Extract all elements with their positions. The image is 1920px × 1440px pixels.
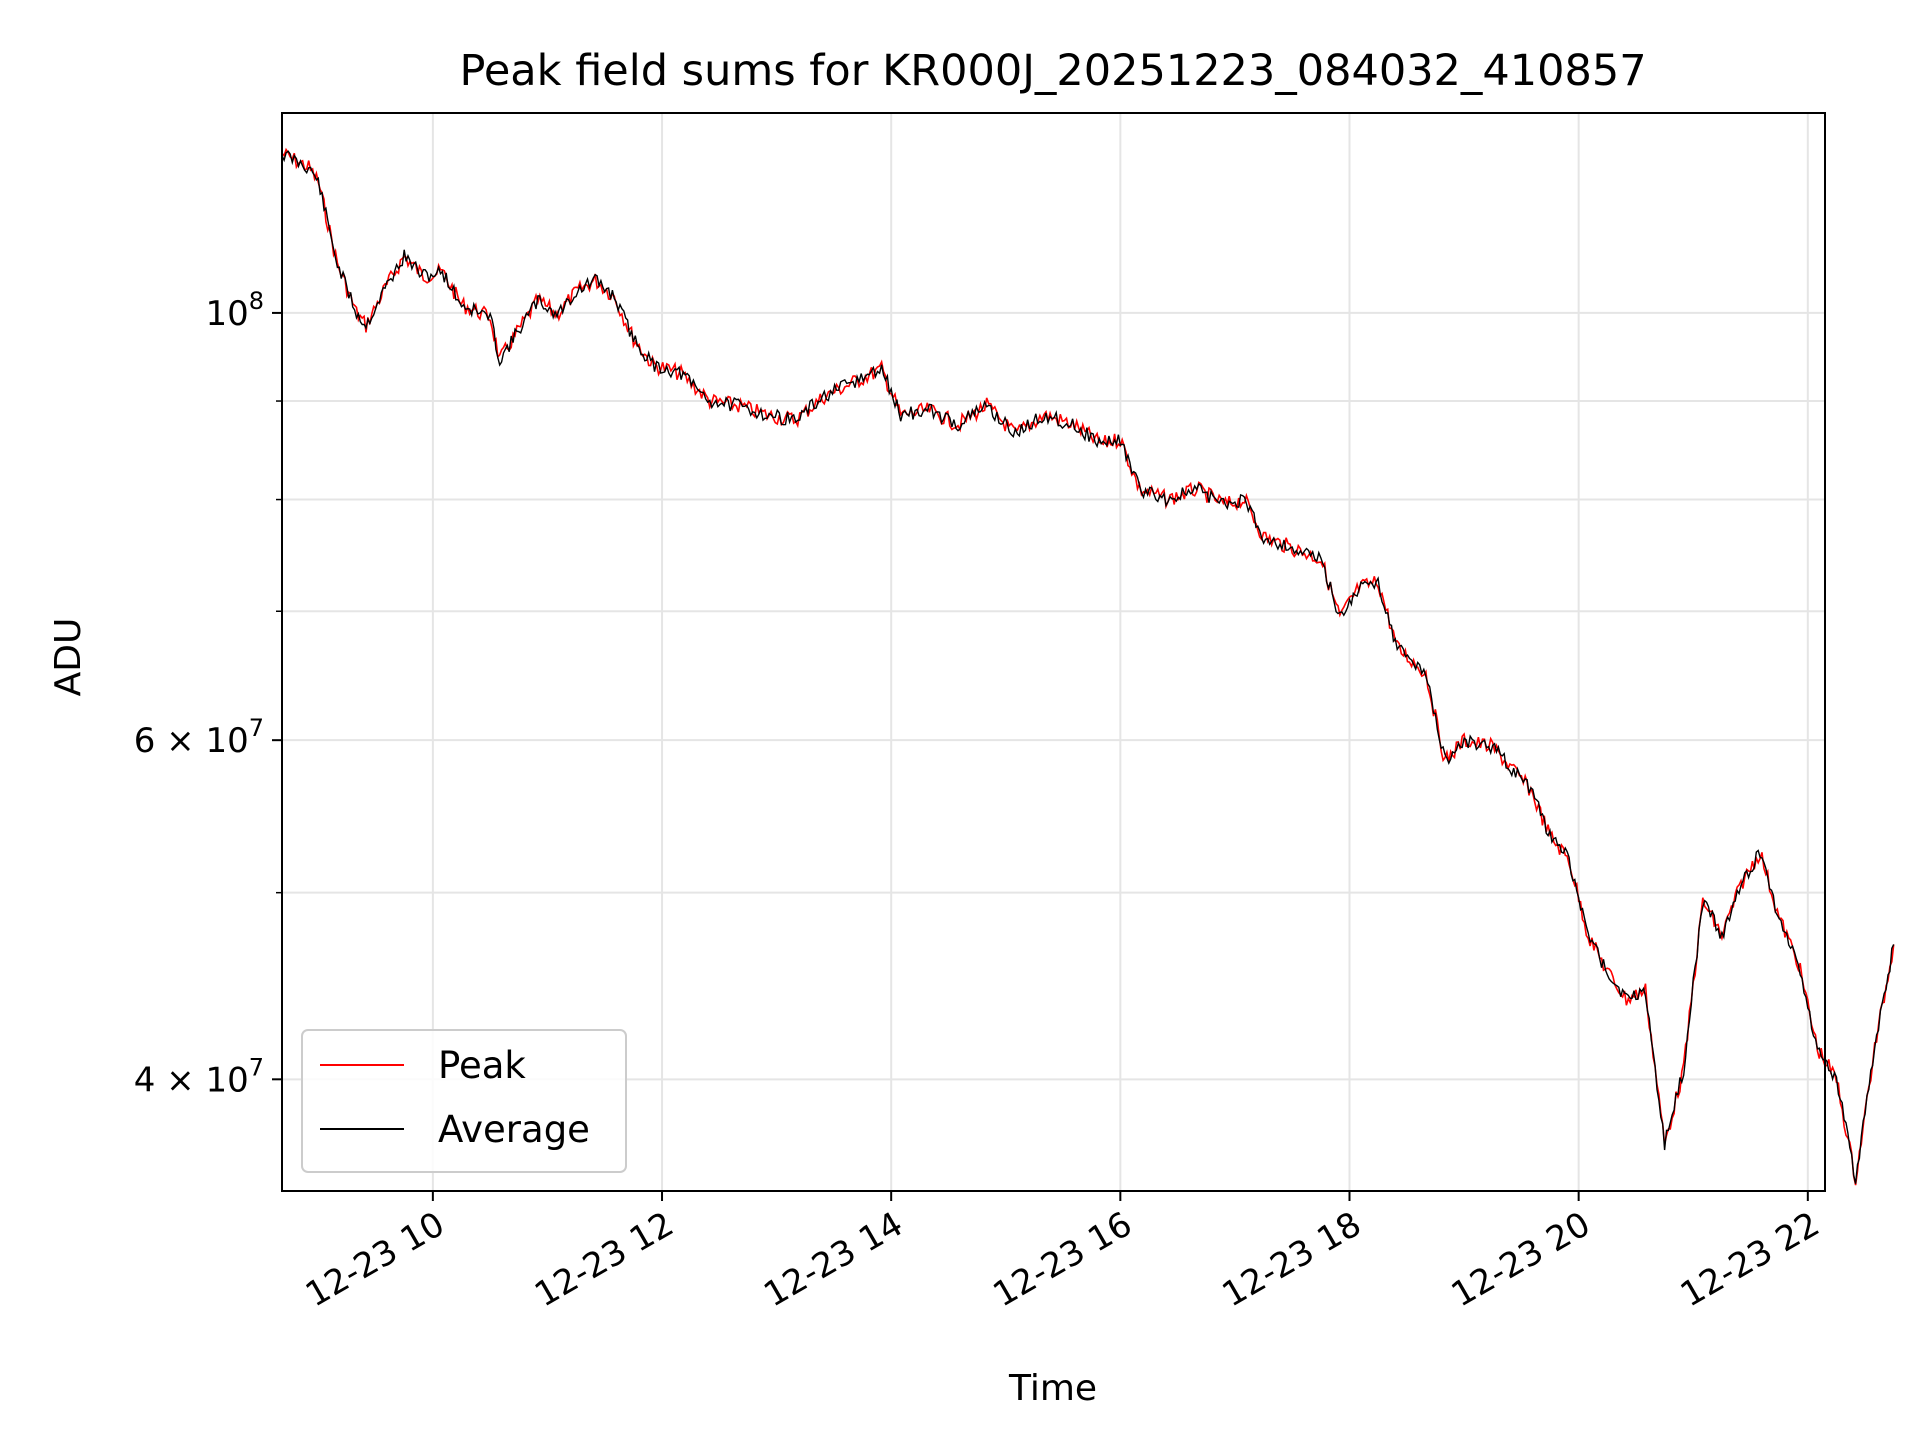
y-tick-label: 108 xyxy=(205,287,264,334)
y-axis-label: ADU xyxy=(48,618,89,697)
series-line-average xyxy=(281,150,1895,1184)
chart-title: Peak field sums for KR000J_20251223_0840… xyxy=(459,46,1646,96)
legend-label-average: Average xyxy=(438,1108,590,1151)
legend: Peak Average xyxy=(301,1029,627,1173)
legend-label-peak: Peak xyxy=(438,1044,526,1087)
series-layer xyxy=(281,147,1895,1186)
grid xyxy=(282,113,1825,1191)
y-tick-label: 4 × 107 xyxy=(134,1053,264,1100)
x-axis-label: Time xyxy=(1008,1368,1097,1409)
y-tick-label: 6 × 107 xyxy=(134,714,264,761)
plot-frame xyxy=(281,112,1826,1192)
